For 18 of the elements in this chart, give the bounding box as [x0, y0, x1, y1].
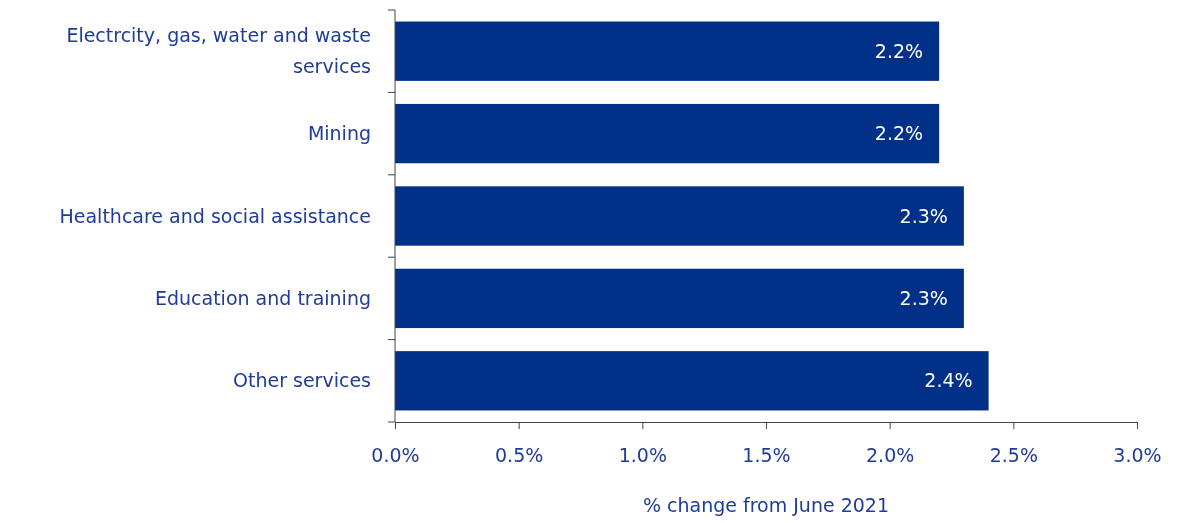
data-label: 2.2% [874, 39, 924, 62]
data-label: 2.3% [899, 204, 948, 227]
x-tick-label: 2.5% [989, 444, 1038, 467]
y-tick-label: Healthcare and social assistance [59, 204, 371, 227]
y-tick-label: Electrcity, gas, water and waste services [66, 24, 371, 78]
x-tick-label: 0.0% [371, 444, 420, 467]
data-label: 2.3% [899, 287, 948, 310]
x-tick-label: 2.0% [866, 444, 915, 467]
y-tick-label: Other services [233, 369, 371, 392]
x-tick-label: 0.5% [495, 444, 544, 467]
data-label: 2.4% [924, 369, 973, 392]
x-tick-label: 1.0% [618, 444, 667, 467]
y-tick-label: Mining [307, 122, 371, 145]
y-tick-label: Education and training [154, 287, 371, 310]
data-label: 2.2% [874, 122, 924, 145]
x-axis-title: % change from June 2021 [642, 494, 890, 516]
x-tick-label: 1.5% [742, 444, 791, 467]
x-tick-label: 3.0% [1113, 444, 1162, 467]
